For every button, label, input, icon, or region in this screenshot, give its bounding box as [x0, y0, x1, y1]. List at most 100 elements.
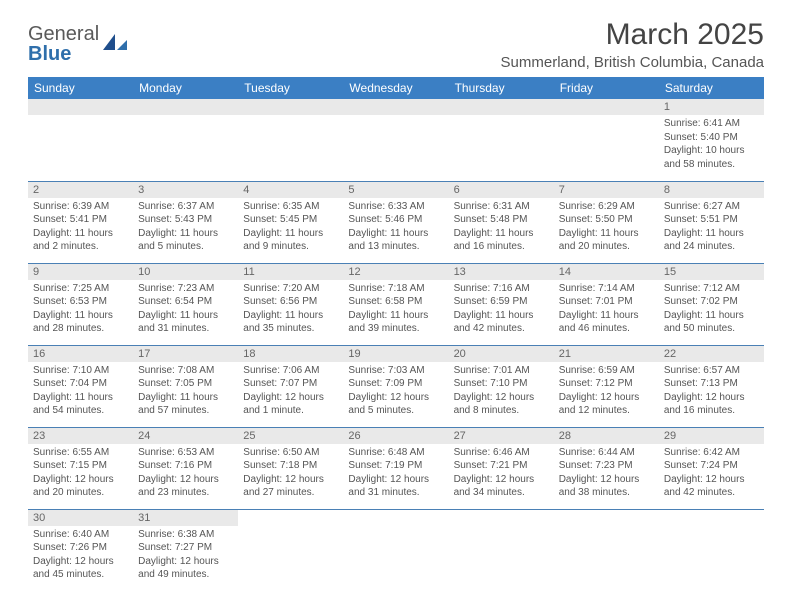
day-number: 19: [343, 346, 448, 362]
logo: General Blue: [28, 18, 129, 64]
day-number: [238, 510, 343, 526]
calendar-cell: [449, 99, 554, 181]
weekday-row: Sunday Monday Tuesday Wednesday Thursday…: [28, 77, 764, 99]
daylight-text: Daylight: 11 hours and 9 minutes.: [243, 227, 338, 254]
day-body: Sunrise: 6:41 AMSunset: 5:40 PMDaylight:…: [659, 115, 764, 175]
calendar-cell: 19Sunrise: 7:03 AMSunset: 7:09 PMDayligh…: [343, 345, 448, 427]
calendar-cell: [238, 509, 343, 591]
calendar-row: 23Sunrise: 6:55 AMSunset: 7:15 PMDayligh…: [28, 427, 764, 509]
daylight-text: Daylight: 11 hours and 5 minutes.: [138, 227, 233, 254]
sunrise-text: Sunrise: 7:01 AM: [454, 364, 549, 378]
header: General Blue March 2025 Summerland, Brit…: [28, 18, 764, 71]
day-body: Sunrise: 6:44 AMSunset: 7:23 PMDaylight:…: [554, 444, 659, 504]
day-body: Sunrise: 6:42 AMSunset: 7:24 PMDaylight:…: [659, 444, 764, 504]
calendar-row: 9 Sunrise: 7:25 AMSunset: 6:53 PM Daylight…: [28, 263, 764, 345]
calendar-table: Sunday Monday Tuesday Wednesday Thursday…: [28, 77, 764, 591]
calendar-cell: 29Sunrise: 6:42 AMSunset: 7:24 PMDayligh…: [659, 427, 764, 509]
day-body: Sunrise: 7:23 AMSunset: 6:54 PMDaylight:…: [133, 280, 238, 340]
sunset-text: Sunset: 6:59 PM: [454, 295, 549, 309]
calendar-cell: 18Sunrise: 7:06 AMSunset: 7:07 PMDayligh…: [238, 345, 343, 427]
logo-blue: Blue: [28, 43, 71, 65]
day-number: 6: [449, 182, 554, 198]
sunset-text: Sunset: 7:16 PM: [138, 459, 233, 473]
calendar-cell: 20Sunrise: 7:01 AMSunset: 7:10 PMDayligh…: [449, 345, 554, 427]
weekday-header: Monday: [133, 77, 238, 99]
calendar-cell: 15Sunrise: 7:12 AMSunset: 7:02 PMDayligh…: [659, 263, 764, 345]
sunset-text: Sunset: 7:12 PM: [559, 377, 654, 391]
daylight-text: Daylight: 10 hours and 58 minutes.: [664, 144, 759, 171]
day-body: Sunrise: 6:57 AMSunset: 7:13 PMDaylight:…: [659, 362, 764, 422]
sunset-text: Sunset: 7:01 PM: [559, 295, 654, 309]
sunset-text: Sunset: 7:05 PM: [138, 377, 233, 391]
calendar-cell: 30Sunrise: 6:40 AMSunset: 7:26 PMDayligh…: [28, 509, 133, 591]
sunset-text: Sunset: 7:09 PM: [348, 377, 443, 391]
day-number: [343, 99, 448, 115]
day-number: 12: [343, 264, 448, 280]
daylight-text: Daylight: 11 hours and 2 minutes.: [33, 227, 128, 254]
day-number: 29: [659, 428, 764, 444]
logo-sail-icon: [101, 32, 129, 54]
calendar-cell: 3Sunrise: 6:37 AMSunset: 5:43 PMDaylight…: [133, 181, 238, 263]
day-body: Sunrise: 7:14 AMSunset: 7:01 PMDaylight:…: [554, 280, 659, 340]
day-number: 16: [28, 346, 133, 362]
calendar-cell: [238, 99, 343, 181]
day-number: 21: [554, 346, 659, 362]
daylight-text: Daylight: 12 hours and 31 minutes.: [348, 473, 443, 500]
calendar-cell: [133, 99, 238, 181]
day-number: 25: [238, 428, 343, 444]
sunset-text: Sunset: 7:15 PM: [33, 459, 128, 473]
sunset-text: Sunset: 7:19 PM: [348, 459, 443, 473]
calendar-cell: 14Sunrise: 7:14 AMSunset: 7:01 PMDayligh…: [554, 263, 659, 345]
calendar-row: 16Sunrise: 7:10 AMSunset: 7:04 PMDayligh…: [28, 345, 764, 427]
calendar-row: 1Sunrise: 6:41 AMSunset: 5:40 PMDaylight…: [28, 99, 764, 181]
calendar-cell: [343, 99, 448, 181]
page-subtitle: Summerland, British Columbia, Canada: [501, 54, 764, 71]
sunrise-text: Sunrise: 6:35 AM: [243, 200, 338, 214]
sunset-text: Sunset: 7:23 PM: [559, 459, 654, 473]
day-body: Sunrise: 6:31 AMSunset: 5:48 PMDaylight:…: [449, 198, 554, 258]
daylight-text: Daylight: 11 hours and 16 minutes.: [454, 227, 549, 254]
daylight-text: Daylight: 11 hours and 31 minutes.: [138, 309, 233, 336]
day-number: [449, 510, 554, 526]
calendar-cell: 12Sunrise: 7:18 AMSunset: 6:58 PMDayligh…: [343, 263, 448, 345]
sunset-text: Sunset: 5:43 PM: [138, 213, 233, 227]
daylight-text: Daylight: 12 hours and 8 minutes.: [454, 391, 549, 418]
weekday-header: Wednesday: [343, 77, 448, 99]
day-body: Sunrise: 7:03 AMSunset: 7:09 PMDaylight:…: [343, 362, 448, 422]
sunset-text: Sunset: 7:02 PM: [664, 295, 759, 309]
calendar-cell: 26Sunrise: 6:48 AMSunset: 7:19 PMDayligh…: [343, 427, 448, 509]
sunset-text: Sunset: 6:56 PM: [243, 295, 338, 309]
sunset-text: Sunset: 5:51 PM: [664, 213, 759, 227]
sunset-text: Sunset: 6:54 PM: [138, 295, 233, 309]
calendar-cell: 5Sunrise: 6:33 AMSunset: 5:46 PMDaylight…: [343, 181, 448, 263]
day-body: Sunrise: 6:27 AMSunset: 5:51 PMDaylight:…: [659, 198, 764, 258]
calendar-cell: 7Sunrise: 6:29 AMSunset: 5:50 PMDaylight…: [554, 181, 659, 263]
calendar-cell: 31Sunrise: 6:38 AMSunset: 7:27 PMDayligh…: [133, 509, 238, 591]
sunrise-text: Sunrise: 7:08 AM: [138, 364, 233, 378]
sunset-text: Sunset: 7:10 PM: [454, 377, 549, 391]
day-body: Sunrise: 7:08 AMSunset: 7:05 PMDaylight:…: [133, 362, 238, 422]
daylight-text: Daylight: 12 hours and 5 minutes.: [348, 391, 443, 418]
day-number: 13: [449, 264, 554, 280]
sunset-text: Sunset: 5:50 PM: [559, 213, 654, 227]
sunrise-text: Sunrise: 7:03 AM: [348, 364, 443, 378]
day-number: 9: [28, 264, 133, 280]
day-number: [449, 99, 554, 115]
sunset-text: Sunset: 6:53 PM: [33, 295, 128, 309]
daylight-text: Daylight: 12 hours and 45 minutes.: [33, 555, 128, 582]
day-number: [238, 99, 343, 115]
calendar-cell: 11Sunrise: 7:20 AMSunset: 6:56 PMDayligh…: [238, 263, 343, 345]
sunrise-text: Sunrise: 7:25 AM: [33, 282, 128, 296]
daylight-text: Daylight: 12 hours and 42 minutes.: [664, 473, 759, 500]
day-number: 3: [133, 182, 238, 198]
daylight-text: Daylight: 11 hours and 35 minutes.: [243, 309, 338, 336]
calendar-cell: 16Sunrise: 7:10 AMSunset: 7:04 PMDayligh…: [28, 345, 133, 427]
calendar-cell: 27Sunrise: 6:46 AMSunset: 7:21 PMDayligh…: [449, 427, 554, 509]
calendar-cell: 22Sunrise: 6:57 AMSunset: 7:13 PMDayligh…: [659, 345, 764, 427]
daylight-text: Daylight: 11 hours and 57 minutes.: [138, 391, 233, 418]
day-number: 11: [238, 264, 343, 280]
daylight-text: Daylight: 11 hours and 39 minutes.: [348, 309, 443, 336]
sunrise-text: Sunrise: 7:10 AM: [33, 364, 128, 378]
sunrise-text: Sunrise: 6:29 AM: [559, 200, 654, 214]
calendar-row: 2Sunrise: 6:39 AMSunset: 5:41 PMDaylight…: [28, 181, 764, 263]
